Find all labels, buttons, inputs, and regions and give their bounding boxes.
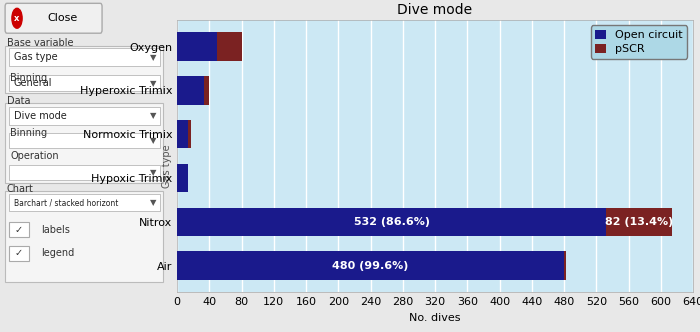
Bar <box>177 76 204 105</box>
Text: labels: labels <box>41 225 70 235</box>
FancyBboxPatch shape <box>8 107 160 124</box>
Title: Dive mode: Dive mode <box>398 3 472 17</box>
FancyBboxPatch shape <box>8 48 160 66</box>
Text: Gas type: Gas type <box>13 52 57 62</box>
FancyBboxPatch shape <box>8 75 160 91</box>
Text: Base variable: Base variable <box>7 38 74 48</box>
Text: Close: Close <box>48 13 78 23</box>
Text: Operation: Operation <box>10 151 59 161</box>
X-axis label: No. dives: No. dives <box>410 312 461 323</box>
Text: 480 (99.6%): 480 (99.6%) <box>332 261 409 271</box>
FancyBboxPatch shape <box>5 103 163 183</box>
Bar <box>218 32 241 61</box>
Bar <box>606 208 672 236</box>
Text: ▼: ▼ <box>150 198 157 207</box>
FancyBboxPatch shape <box>8 246 29 261</box>
Bar <box>177 208 606 236</box>
Bar <box>204 76 209 105</box>
FancyBboxPatch shape <box>8 165 160 180</box>
Text: Binning: Binning <box>10 128 48 138</box>
Text: ✓: ✓ <box>15 248 23 258</box>
Text: 532 (86.6%): 532 (86.6%) <box>354 217 430 227</box>
FancyBboxPatch shape <box>5 46 163 93</box>
FancyBboxPatch shape <box>8 194 160 211</box>
Text: Data: Data <box>7 96 30 106</box>
Text: General: General <box>13 78 52 88</box>
Bar <box>177 120 188 148</box>
Legend: Open circuit, pSCR: Open circuit, pSCR <box>591 26 687 58</box>
Circle shape <box>12 8 22 28</box>
Text: ✓: ✓ <box>15 225 23 235</box>
Bar <box>177 164 188 192</box>
FancyBboxPatch shape <box>8 133 160 148</box>
Text: Barchart / stacked horizont: Barchart / stacked horizont <box>13 198 118 207</box>
Text: Chart: Chart <box>7 184 34 194</box>
Text: ▼: ▼ <box>150 111 157 121</box>
Text: Binning: Binning <box>10 73 48 83</box>
Bar <box>188 120 191 148</box>
Text: legend: legend <box>41 248 74 258</box>
Bar <box>564 251 566 280</box>
FancyBboxPatch shape <box>5 191 163 282</box>
Text: ▼: ▼ <box>150 79 157 88</box>
Text: Dive mode: Dive mode <box>13 111 66 121</box>
Text: ▼: ▼ <box>150 52 157 62</box>
Text: Gas type: Gas type <box>162 144 172 188</box>
FancyBboxPatch shape <box>5 3 102 33</box>
Bar <box>177 32 218 61</box>
Text: 82 (13.4%): 82 (13.4%) <box>605 217 673 227</box>
FancyBboxPatch shape <box>8 222 29 237</box>
Text: ▼: ▼ <box>150 136 157 145</box>
Text: ▼: ▼ <box>150 168 157 177</box>
Bar <box>177 251 564 280</box>
Text: x: x <box>14 14 20 23</box>
